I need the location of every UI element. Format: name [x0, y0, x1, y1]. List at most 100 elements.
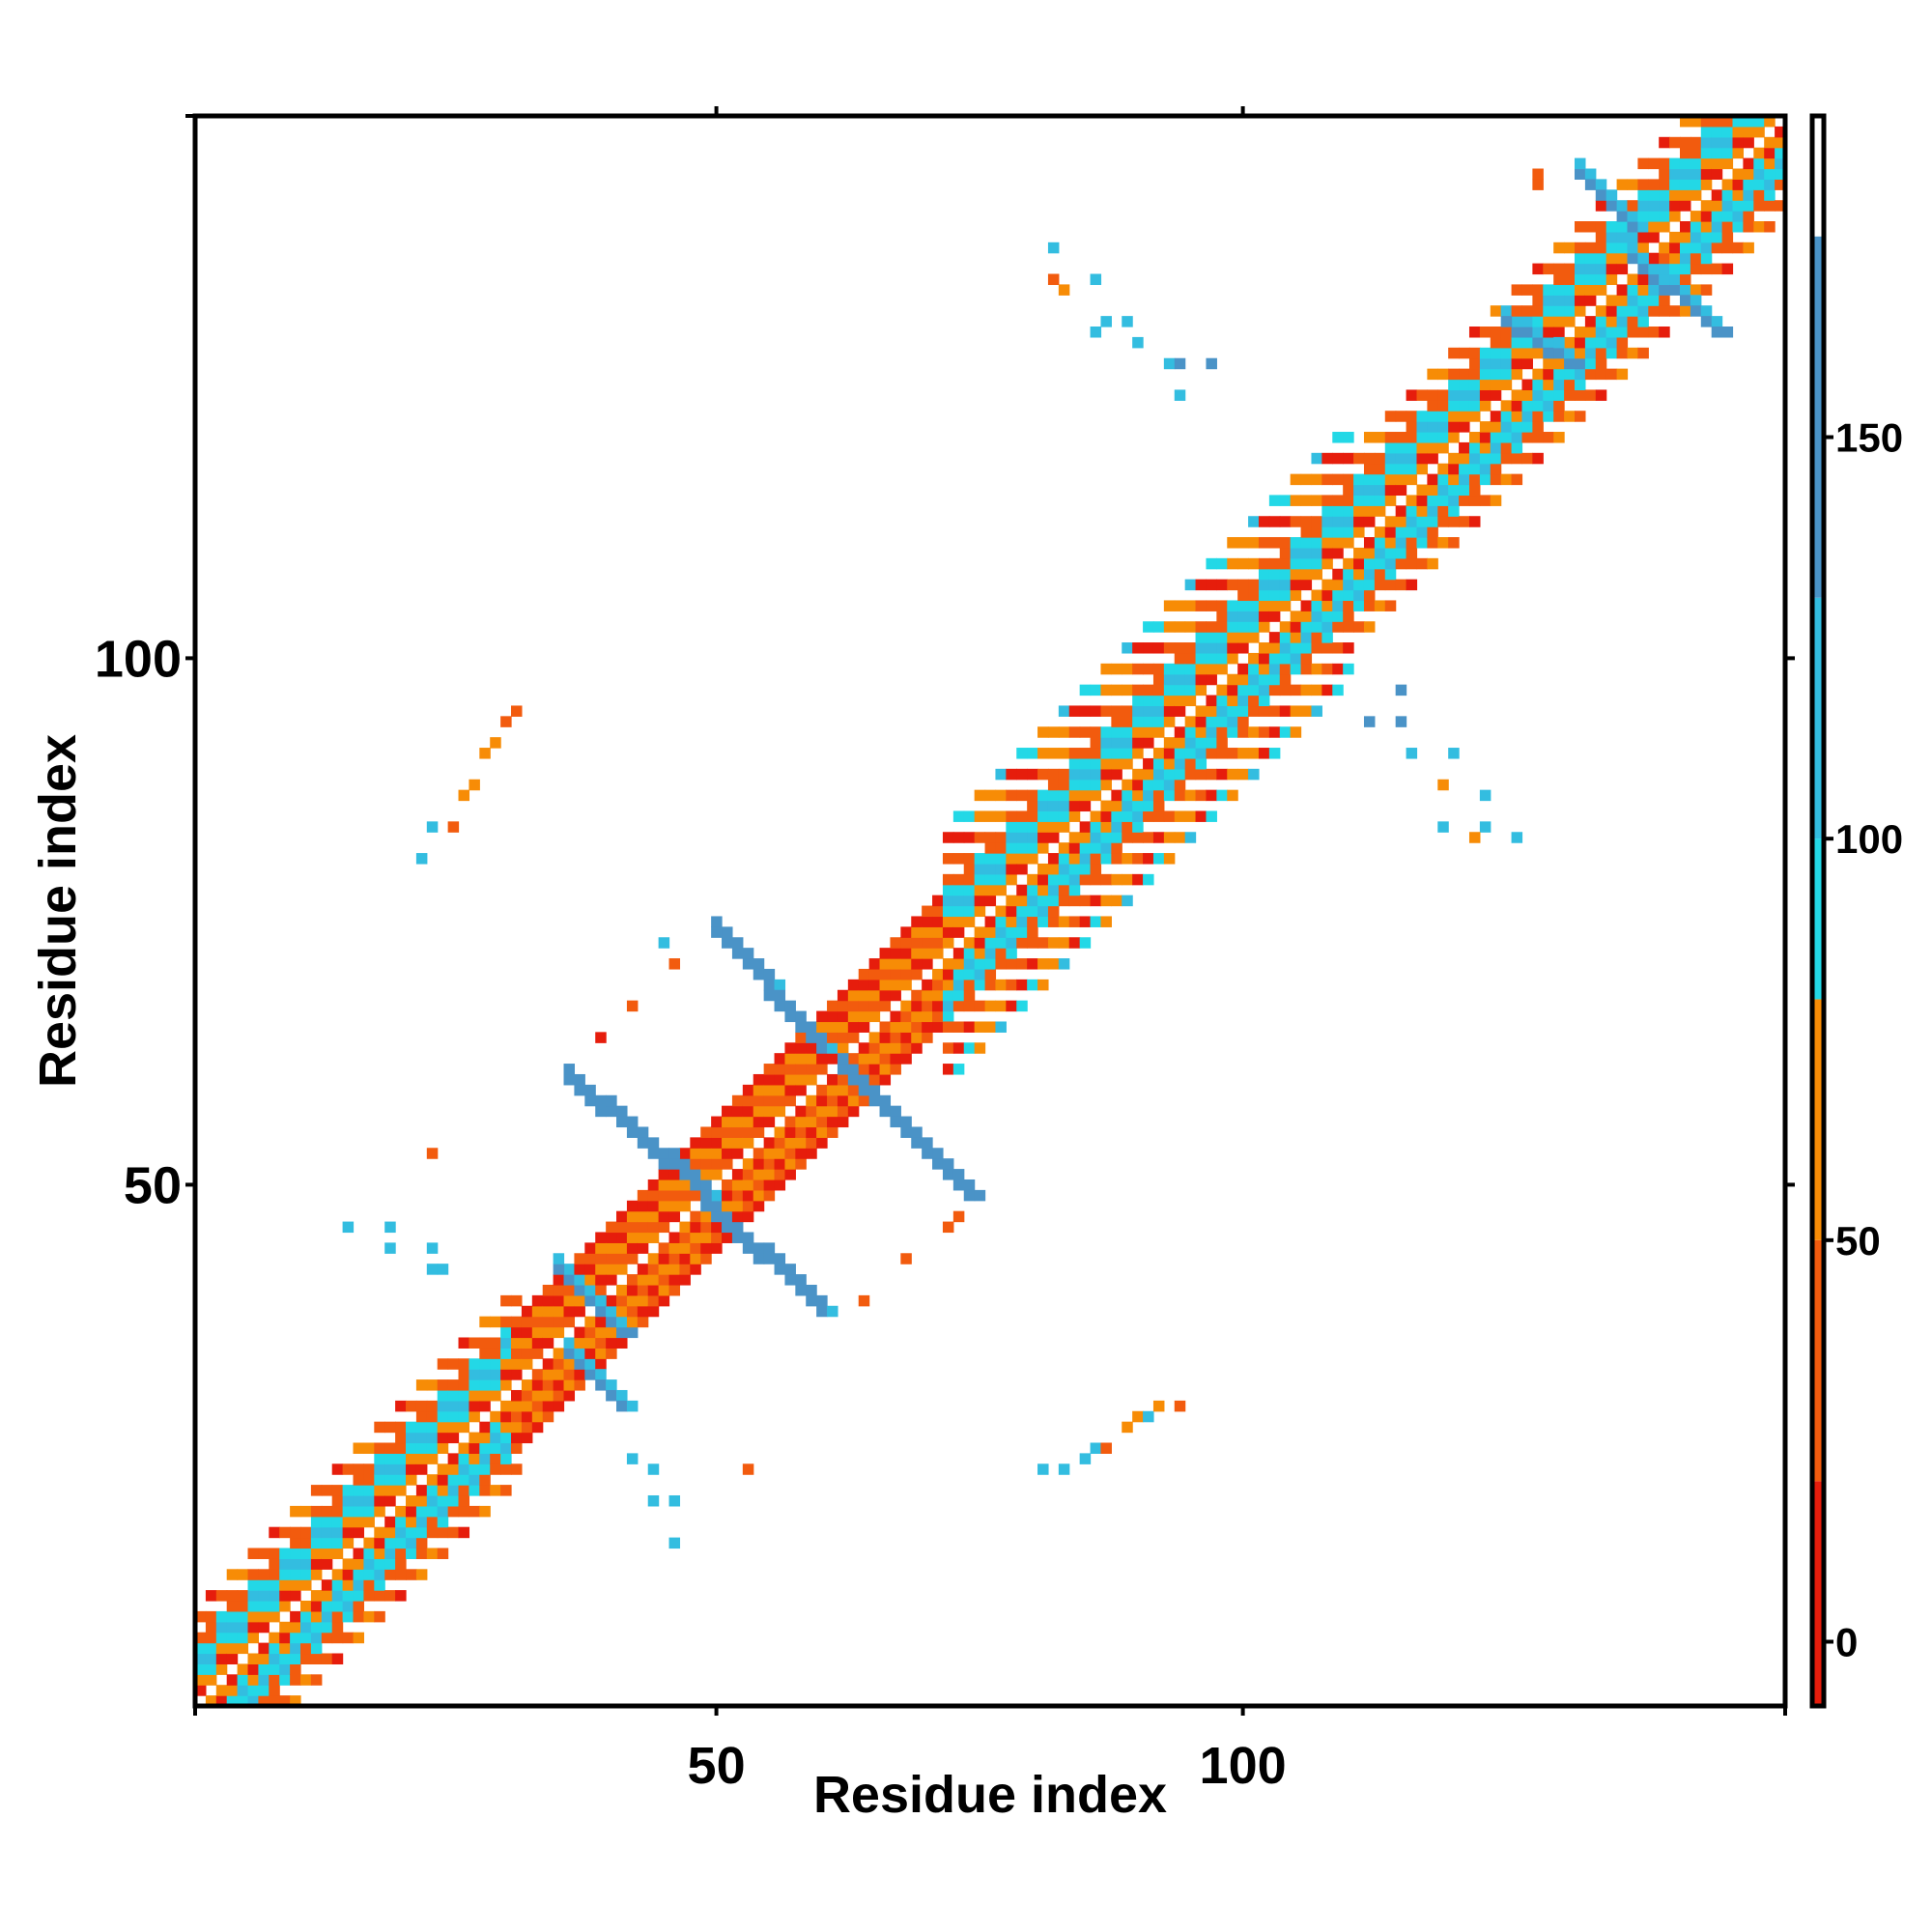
heatmap-cell: [858, 1084, 870, 1096]
heatmap-cell: [1279, 726, 1292, 738]
heatmap-cell: [1206, 357, 1217, 370]
heatmap-cell: [1574, 242, 1586, 254]
heatmap-cell: [1227, 621, 1238, 633]
heatmap-cell: [679, 1158, 691, 1170]
heatmap-cell: [637, 1242, 649, 1254]
heatmap-cell: [1553, 295, 1565, 306]
heatmap-cell: [500, 1337, 512, 1349]
heatmap-cell: [1279, 600, 1292, 611]
heatmap-cell: [1037, 726, 1049, 738]
heatmap-cell: [384, 1463, 396, 1475]
heatmap-cell: [742, 1169, 754, 1180]
heatmap-cell: [511, 1369, 523, 1380]
heatmap-cell: [490, 1485, 501, 1496]
heatmap-cell: [1258, 673, 1270, 686]
heatmap-cell: [1343, 579, 1354, 591]
heatmap-cell: [237, 1569, 249, 1580]
heatmap-cell: [1363, 589, 1376, 602]
heatmap-cell: [1679, 284, 1691, 296]
heatmap-cell: [237, 1621, 249, 1634]
heatmap-cell: [1416, 421, 1428, 433]
heatmap-cell: [742, 1094, 754, 1107]
heatmap-cell: [426, 1485, 439, 1496]
colorbar-frame: [1809, 113, 1827, 1709]
heatmap-cell: [1100, 779, 1112, 791]
heatmap-cell: [310, 1642, 323, 1655]
heatmap-cell: [1416, 484, 1428, 497]
heatmap-cell: [363, 1579, 375, 1591]
heatmap-cell: [742, 1200, 754, 1212]
heatmap-cell: [784, 1000, 796, 1012]
heatmap-cell: [1384, 495, 1397, 506]
heatmap-cell: [1258, 579, 1270, 591]
heatmap-cell: [616, 1400, 628, 1412]
heatmap-cell: [1279, 652, 1292, 665]
heatmap-cell: [395, 1463, 407, 1475]
heatmap-cell: [1690, 221, 1702, 233]
heatmap-cell: [310, 1569, 323, 1580]
heatmap-cell: [1343, 621, 1354, 633]
heatmap-cell: [331, 1485, 344, 1496]
heatmap-cell: [1584, 273, 1597, 286]
heatmap-cell: [1659, 284, 1670, 296]
heatmap-cell: [458, 1463, 470, 1475]
heatmap-cell: [1321, 611, 1333, 622]
heatmap-cell: [1143, 757, 1154, 770]
heatmap-cell: [1627, 327, 1638, 338]
heatmap-cell: [942, 937, 954, 949]
heatmap-cell: [637, 1232, 649, 1243]
heatmap-cell: [922, 1137, 933, 1149]
heatmap-cell: [553, 1305, 565, 1318]
heatmap-cell: [1468, 379, 1481, 391]
heatmap-cell: [511, 1326, 523, 1339]
heatmap-cell: [384, 1494, 396, 1507]
heatmap-cell: [1448, 411, 1460, 422]
heatmap-cell: [942, 895, 954, 907]
heatmap-cell: [911, 1010, 923, 1023]
heatmap-cell: [279, 1579, 291, 1591]
heatmap-cell: [595, 1032, 607, 1043]
heatmap-cell: [722, 1189, 733, 1202]
heatmap-cell: [531, 1421, 544, 1434]
heatmap-cell: [1511, 421, 1523, 433]
heatmap-cell: [1363, 600, 1376, 611]
heatmap-cell: [269, 1653, 280, 1664]
heatmap-cell: [1363, 547, 1376, 559]
heatmap-cell: [500, 1485, 512, 1496]
heatmap-cell: [1343, 516, 1354, 527]
heatmap-cell: [1258, 642, 1270, 654]
heatmap-cell: [1237, 663, 1249, 675]
heatmap-cell: [1532, 452, 1544, 465]
heatmap-cell: [458, 1494, 470, 1507]
heatmap-cell: [1321, 589, 1333, 602]
heatmap-cell: [574, 1294, 585, 1307]
heatmap-cell: [974, 895, 986, 907]
heatmap-cell: [1237, 726, 1249, 738]
heatmap-cell: [942, 1010, 954, 1023]
heatmap-cell: [342, 1516, 355, 1528]
heatmap-cell: [784, 1010, 796, 1023]
heatmap-cell: [1100, 663, 1112, 675]
heatmap-cell: [290, 1569, 301, 1580]
heatmap-cell: [784, 1053, 796, 1065]
heatmap-cell: [584, 1358, 596, 1370]
heatmap-cell: [584, 1242, 596, 1254]
heatmap-cell: [668, 1189, 681, 1202]
heatmap-cell: [974, 968, 986, 980]
heatmap-cell: [1743, 168, 1754, 180]
heatmap-cell: [237, 1590, 249, 1602]
heatmap-cell: [1437, 505, 1449, 517]
heatmap-cell: [1384, 432, 1397, 443]
heatmap-cell: [395, 1548, 407, 1559]
heatmap-cell: [668, 1284, 681, 1296]
heatmap-cell: [1163, 779, 1176, 791]
heatmap-cell: [858, 968, 870, 980]
heatmap-cell: [1669, 211, 1681, 222]
heatmap-cell: [1206, 726, 1217, 738]
heatmap-cell: [1427, 421, 1438, 433]
heatmap-cell: [637, 1137, 649, 1149]
heatmap-cell: [1079, 842, 1092, 854]
heatmap-cell: [1374, 526, 1386, 538]
heatmap-cell: [668, 1274, 681, 1286]
heatmap-cell: [353, 1442, 365, 1454]
